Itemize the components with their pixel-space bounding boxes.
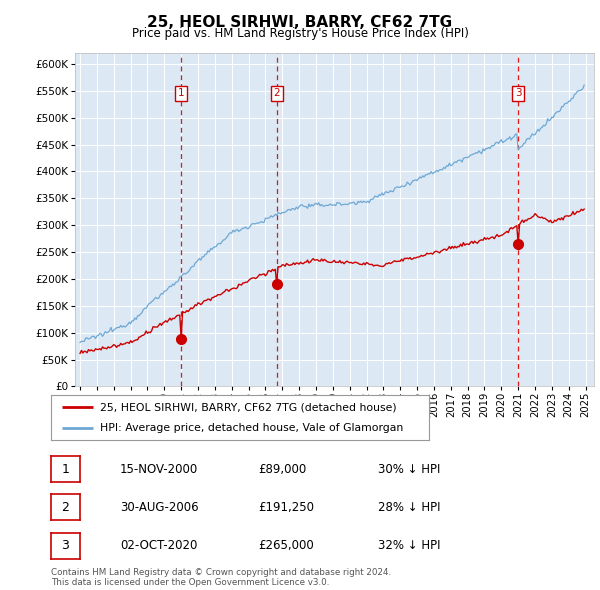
Text: 02-OCT-2020: 02-OCT-2020: [120, 539, 197, 552]
Text: Price paid vs. HM Land Registry's House Price Index (HPI): Price paid vs. HM Land Registry's House …: [131, 27, 469, 40]
Text: 32% ↓ HPI: 32% ↓ HPI: [378, 539, 440, 552]
Text: 1: 1: [61, 463, 70, 476]
Text: 3: 3: [515, 88, 521, 99]
Text: 30% ↓ HPI: 30% ↓ HPI: [378, 463, 440, 476]
Text: 28% ↓ HPI: 28% ↓ HPI: [378, 501, 440, 514]
Text: £265,000: £265,000: [258, 539, 314, 552]
Text: Contains HM Land Registry data © Crown copyright and database right 2024.: Contains HM Land Registry data © Crown c…: [51, 568, 391, 576]
Text: 30-AUG-2006: 30-AUG-2006: [120, 501, 199, 514]
Text: 2: 2: [61, 501, 70, 514]
Text: This data is licensed under the Open Government Licence v3.0.: This data is licensed under the Open Gov…: [51, 578, 329, 587]
Text: 2: 2: [274, 88, 280, 99]
Text: HPI: Average price, detached house, Vale of Glamorgan: HPI: Average price, detached house, Vale…: [100, 422, 403, 432]
Text: 1: 1: [178, 88, 184, 99]
Text: 15-NOV-2000: 15-NOV-2000: [120, 463, 198, 476]
Text: 3: 3: [61, 539, 70, 552]
Text: £89,000: £89,000: [258, 463, 306, 476]
Text: 25, HEOL SIRHWI, BARRY, CF62 7TG (detached house): 25, HEOL SIRHWI, BARRY, CF62 7TG (detach…: [100, 402, 397, 412]
Text: 25, HEOL SIRHWI, BARRY, CF62 7TG: 25, HEOL SIRHWI, BARRY, CF62 7TG: [148, 15, 452, 30]
Text: £191,250: £191,250: [258, 501, 314, 514]
